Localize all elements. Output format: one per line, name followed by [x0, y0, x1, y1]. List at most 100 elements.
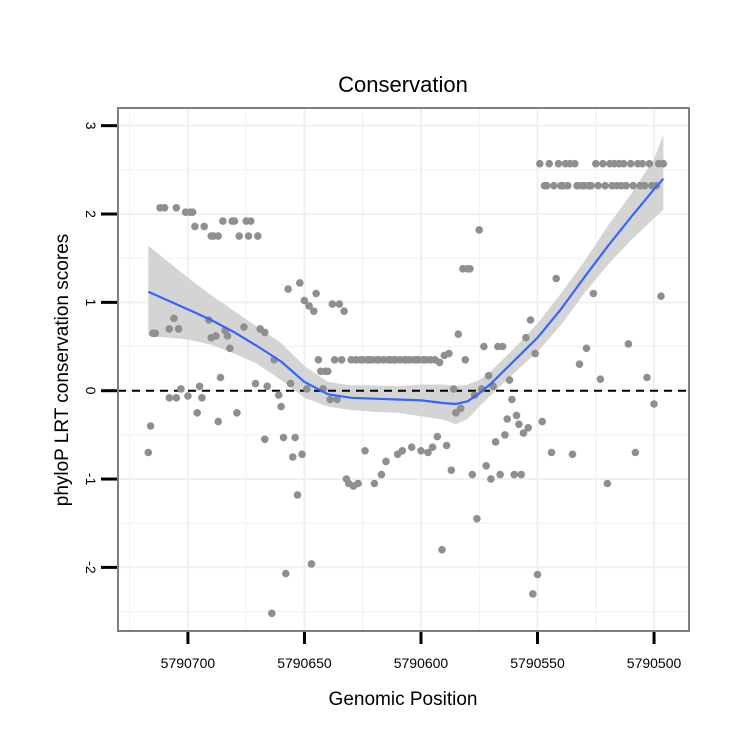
- data-point: [261, 435, 269, 444]
- data-point: [524, 424, 532, 432]
- data-point: [324, 367, 332, 376]
- data-point: [417, 447, 425, 455]
- data-point: [312, 289, 320, 298]
- y-tick-label: 3: [83, 122, 99, 130]
- data-point: [496, 470, 505, 479]
- data-point: [335, 300, 344, 308]
- data-point: [643, 373, 651, 382]
- data-point: [165, 325, 174, 333]
- data-point: [184, 392, 192, 400]
- data-point: [547, 448, 556, 457]
- y-axis-ticks: -2 -1 0 1 2 3: [83, 122, 117, 574]
- data-point: [191, 222, 199, 231]
- data-point: [172, 204, 181, 212]
- data-point: [480, 342, 488, 351]
- data-point: [438, 545, 446, 554]
- data-point: [307, 560, 316, 568]
- data-point: [361, 447, 369, 455]
- data-point: [298, 450, 306, 459]
- data-point: [517, 470, 525, 479]
- x-tick-label: 5790600: [394, 655, 449, 671]
- data-point: [289, 453, 297, 461]
- data-point: [198, 394, 206, 402]
- data-point: [624, 340, 633, 348]
- data-point: [626, 159, 635, 168]
- data-point: [310, 307, 318, 316]
- data-point: [575, 360, 584, 369]
- x-axis-ticks: 5790700 5790650 5790600 5790550 5790500: [161, 632, 682, 671]
- data-point: [442, 441, 451, 450]
- data-point: [589, 289, 598, 298]
- data-point: [433, 432, 442, 441]
- x-tick-label: 5790550: [510, 655, 565, 671]
- data-point: [223, 332, 232, 340]
- data-point: [508, 395, 516, 404]
- data-point: [536, 159, 544, 168]
- data-point: [174, 325, 183, 333]
- data-point: [596, 375, 605, 384]
- y-tick-label: 0: [83, 387, 99, 395]
- data-point: [291, 433, 299, 442]
- data-point: [261, 328, 269, 337]
- data-point: [303, 385, 311, 393]
- data-point: [219, 217, 227, 225]
- data-point: [314, 356, 323, 364]
- y-tick-label: -1: [83, 473, 99, 486]
- data-point: [466, 265, 474, 273]
- data-point: [193, 409, 201, 417]
- data-point: [435, 358, 444, 367]
- data-point: [284, 285, 292, 293]
- data-point: [230, 217, 239, 225]
- data-point: [531, 349, 539, 358]
- data-point: [279, 433, 288, 442]
- data-point: [550, 181, 558, 190]
- data-point: [475, 226, 484, 234]
- data-point: [333, 395, 341, 404]
- data-point: [407, 443, 416, 452]
- x-axis-label: Genomic Position: [329, 689, 478, 710]
- data-point: [144, 448, 153, 457]
- data-point: [195, 382, 204, 391]
- data-point: [498, 342, 507, 351]
- data-point: [251, 379, 260, 388]
- data-point: [165, 394, 174, 402]
- data-point: [212, 332, 220, 340]
- data-point: [447, 466, 456, 475]
- data-point: [503, 415, 512, 423]
- data-point: [512, 411, 521, 420]
- data-point: [491, 438, 500, 446]
- data-point: [382, 457, 390, 466]
- data-point: [487, 475, 495, 483]
- panel-border: [117, 107, 690, 632]
- data-point: [515, 420, 523, 429]
- data-point: [545, 159, 553, 168]
- data-point: [538, 417, 546, 426]
- data-point: [216, 373, 225, 382]
- chart-title: Conservation: [338, 72, 468, 97]
- data-point: [619, 159, 628, 168]
- data-point: [235, 232, 243, 240]
- data-point: [543, 181, 551, 190]
- y-tick-label: 2: [83, 210, 99, 218]
- data-point: [601, 181, 609, 190]
- data-point: [468, 470, 477, 479]
- data-point: [519, 429, 528, 437]
- data-point: [645, 159, 654, 168]
- data-point: [445, 349, 453, 358]
- data-point: [657, 292, 665, 301]
- data-point: [568, 450, 577, 459]
- data-point: [377, 470, 386, 479]
- x-tick-label: 5790500: [627, 655, 682, 671]
- data-point: [599, 159, 607, 168]
- data-point: [172, 394, 181, 402]
- data-point: [456, 404, 465, 413]
- data-point: [282, 569, 290, 578]
- x-tick-label: 5790650: [277, 655, 332, 671]
- data-point: [526, 316, 535, 324]
- data-point: [233, 409, 241, 417]
- data-point: [354, 479, 362, 488]
- y-axis-label: phyloP LRT conservation scores: [52, 234, 73, 507]
- loess-fit-line: [147, 177, 665, 406]
